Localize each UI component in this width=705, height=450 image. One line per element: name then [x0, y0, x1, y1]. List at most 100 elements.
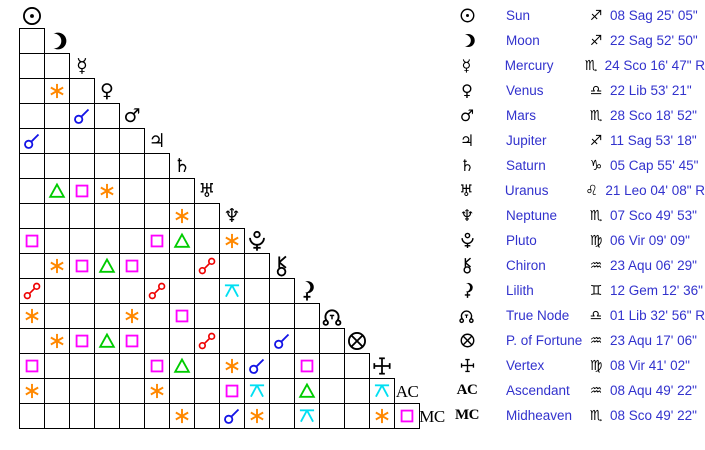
aspect-cell-true-node-uranus [194, 303, 220, 329]
table-row-lilith: Lilith ♊ 12 Gem 12' 36" [452, 278, 705, 303]
position-value: 21 Leo 04' 08" R [605, 183, 705, 198]
aspect-cell-chiron-sun [19, 253, 45, 279]
sextile-icon [147, 381, 167, 401]
aqu-sign-icon: ♒ [589, 332, 603, 349]
square-icon [147, 356, 167, 376]
opposition-icon [147, 281, 167, 301]
chiron-glyph [269, 253, 295, 279]
aspect-cell-pluto-venus [94, 228, 120, 254]
position-value: 12 Gem 12' 36" [610, 283, 703, 298]
aspect-cell-vertex-fortune [344, 353, 370, 379]
aspect-cell-neptune-venus [94, 203, 120, 229]
aspect-cell-venus-moon [44, 78, 70, 104]
opposition-icon [197, 331, 217, 351]
ascendant-glyph: AC [452, 383, 482, 398]
planet-name: Pluto [506, 233, 537, 248]
sextile-icon [47, 81, 67, 101]
aspect-cell-ascendant-mercury [69, 378, 95, 404]
square-icon [22, 356, 42, 376]
position-value: 22 Lib 53' 21" [610, 83, 692, 98]
aspect-cell-saturn-venus [94, 153, 120, 179]
aspect-cell-fortune-true-node [319, 328, 345, 354]
aspect-cell-ascendant-lilith [294, 378, 320, 404]
aspect-cell-true-node-lilith [294, 303, 320, 329]
aspect-cell-vertex-moon [44, 353, 70, 379]
gem-sign-icon: ♊ [589, 282, 603, 299]
aspect-cell-vertex-mars [119, 353, 145, 379]
moon-glyph [452, 32, 482, 49]
aspect-cell-fortune-chiron [269, 328, 295, 354]
position-value: 23 Aqu 17' 06" [610, 333, 697, 348]
table-row-midheaven: MC Midheaven ♏ 08 Sco 49' 22" [452, 403, 705, 428]
aspect-cell-lilith-uranus [194, 278, 220, 304]
aspect-cell-vertex-pluto [244, 353, 270, 379]
sag-sign-icon: ♐ [589, 7, 603, 24]
aspect-cell-mars-sun [19, 103, 45, 129]
aspect-cell-midheaven-true-node [319, 403, 345, 429]
aspect-cell-vertex-lilith [294, 353, 320, 379]
planet-name: Midheaven [506, 408, 573, 423]
table-row-ascendant: AC Ascendant ♒ 08 Aqu 49' 22" [452, 378, 705, 403]
table-row-moon: Moon ♐ 22 Sag 52' 50" [452, 28, 705, 53]
aspect-cell-true-node-chiron [269, 303, 295, 329]
mars-glyph: ♂ [459, 105, 475, 125]
square-icon [297, 356, 317, 376]
midheaven-label: MC [455, 407, 480, 423]
square-icon [122, 256, 142, 276]
planet-name: Vertex [506, 358, 545, 373]
sextile-icon [97, 181, 117, 201]
sextile-icon [372, 406, 392, 426]
mars-glyph: ♂ [119, 103, 145, 129]
pluto-glyph [452, 232, 482, 249]
aspect-cell-chiron-moon [44, 253, 70, 279]
venus-glyph: ♀ [461, 80, 473, 100]
planet-name: Jupiter [506, 133, 547, 148]
aspect-cell-true-node-mars [119, 303, 145, 329]
aspect-cell-pluto-moon [44, 228, 70, 254]
aspect-cell-ascendant-true-node [319, 378, 345, 404]
aspect-cell-lilith-sun [19, 278, 45, 304]
position-value: 11 Sag 53' 18" [610, 133, 697, 148]
planet-name: Mercury [504, 58, 554, 73]
aspect-cell-saturn-sun [19, 153, 45, 179]
aspect-cell-midheaven-mars [119, 403, 145, 429]
aspect-cell-vertex-neptune [219, 353, 245, 379]
moon-glyph [44, 28, 70, 54]
chiron-glyph [452, 257, 482, 274]
aspect-cell-vertex-mercury [69, 353, 95, 379]
aspect-cell-chiron-uranus [194, 253, 220, 279]
aspect-cell-ascendant-chiron [269, 378, 295, 404]
position-value: 08 Sco 49' 22" [610, 408, 697, 423]
aspect-cell-midheaven-saturn [169, 403, 195, 429]
square-icon [122, 331, 142, 351]
aspect-cell-jupiter-sun [19, 128, 45, 154]
aspect-cell-fortune-moon [44, 328, 70, 354]
ascendant-label: AC [456, 382, 478, 398]
sextile-icon [47, 331, 67, 351]
mercury-glyph: ☿ [461, 55, 472, 75]
square-icon [397, 406, 417, 426]
table-row-saturn: ♄ Saturn ♑ 05 Cap 55' 45" [452, 153, 705, 178]
true-node-glyph [452, 307, 482, 324]
lib-sign-icon: ♎ [589, 307, 603, 324]
table-row-mars: ♂ Mars ♏ 28 Sco 18' 52" [452, 103, 705, 128]
aspect-cell-lilith-mars [119, 278, 145, 304]
sco-sign-icon: ♏ [589, 207, 603, 224]
conjunction-icon [222, 406, 242, 426]
aspect-cell-pluto-saturn [169, 228, 195, 254]
midheaven-label: MC [419, 406, 445, 426]
planet-name: Neptune [506, 208, 558, 223]
aspect-cell-vertex-sun [19, 353, 45, 379]
table-row-sun: Sun ♐ 08 Sag 25' 05" [452, 3, 705, 28]
square-icon [172, 306, 192, 326]
aspect-cell-fortune-mercury [69, 328, 95, 354]
sextile-icon [22, 381, 42, 401]
neptune-glyph: ♆ [219, 203, 245, 229]
quincunx-icon [247, 381, 267, 401]
position-value: 06 Vir 09' 09" [610, 233, 690, 248]
aspect-cell-true-node-neptune [219, 303, 245, 329]
ascendant-glyph: AC [394, 378, 420, 404]
position-value: 05 Cap 55' 45" [610, 158, 699, 173]
aspect-cell-jupiter-mercury [69, 128, 95, 154]
aspect-cell-chiron-saturn [169, 253, 195, 279]
